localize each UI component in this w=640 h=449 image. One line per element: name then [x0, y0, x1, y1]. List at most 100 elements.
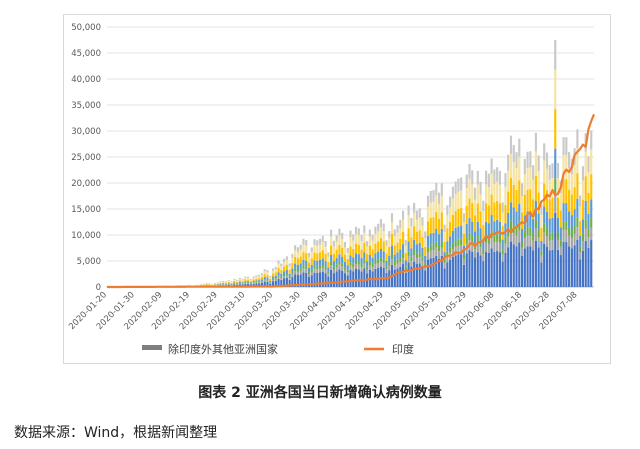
bar-segment	[316, 253, 319, 261]
bar-segment	[501, 254, 504, 262]
bar-segment	[357, 228, 360, 236]
bar-segment	[280, 273, 283, 277]
bar-segment	[435, 241, 438, 248]
bar	[299, 244, 302, 287]
bar	[471, 170, 474, 287]
bar	[280, 263, 283, 287]
bar-segment	[418, 230, 421, 243]
bar-segment	[507, 228, 510, 237]
bar-segment	[490, 158, 493, 174]
bar-segment	[496, 241, 499, 252]
bar-segment	[307, 262, 311, 268]
bar-segment	[335, 271, 338, 287]
bar-segment	[368, 254, 371, 262]
bar-segment	[509, 153, 513, 179]
bar-segment	[504, 186, 507, 205]
bar-segment	[418, 257, 421, 264]
bar-segment	[490, 194, 493, 216]
bar-segment	[440, 228, 443, 242]
bar-segment	[507, 191, 510, 213]
bar-segment	[509, 220, 513, 230]
bar-segment	[498, 242, 501, 253]
bar-segment	[426, 252, 430, 260]
bar-segment	[271, 278, 275, 280]
bar-segment	[490, 248, 493, 287]
bar	[321, 235, 324, 287]
bar-segment	[429, 233, 432, 245]
bar-segment	[222, 282, 225, 284]
bar-segment	[460, 225, 463, 239]
bar-segment	[374, 226, 377, 234]
bar-segment	[543, 183, 546, 207]
bar-segment	[540, 255, 543, 263]
bar-segment	[299, 256, 302, 264]
bar-segment	[540, 262, 543, 287]
bar	[473, 187, 477, 287]
bar-segment	[451, 214, 454, 231]
bar-segment	[255, 278, 258, 281]
bar-segment	[509, 202, 513, 221]
bar-segment	[219, 283, 222, 285]
bar-segment	[388, 270, 391, 287]
bar	[247, 276, 250, 287]
bar-segment	[529, 227, 532, 236]
bar-segment	[465, 253, 468, 287]
bar-segment	[404, 272, 407, 287]
bar-segment	[241, 279, 244, 282]
bar-segment	[208, 284, 211, 285]
bar-segment	[316, 269, 319, 273]
bar-segment	[485, 242, 488, 253]
bar-segment	[280, 278, 283, 280]
bar-segment	[233, 283, 236, 285]
bar-segment	[498, 170, 501, 185]
bar-segment	[252, 281, 255, 283]
bar-segment	[238, 283, 241, 284]
bar-segment	[485, 170, 488, 185]
bar-segment	[332, 269, 335, 274]
bar-segment	[515, 227, 518, 236]
bar-segment	[509, 241, 513, 287]
bar-segment	[318, 272, 322, 287]
bar	[313, 239, 316, 287]
bar-segment	[543, 232, 546, 244]
bar-segment	[393, 236, 396, 246]
bar-segment	[421, 256, 424, 261]
bar-segment	[451, 186, 454, 199]
bar-segment	[540, 227, 543, 241]
bar-segment	[504, 173, 507, 187]
bar-segment	[440, 212, 443, 229]
bar-segment	[518, 221, 521, 231]
bar-segment	[377, 259, 380, 263]
bar-segment	[520, 255, 524, 287]
bar-segment	[437, 234, 441, 246]
bar	[363, 225, 366, 287]
bar	[260, 273, 264, 287]
bar-segment	[465, 224, 468, 238]
bar-segment	[523, 194, 526, 216]
bar-segment	[324, 273, 327, 287]
bar-segment	[247, 282, 250, 284]
bar	[357, 228, 360, 287]
bar	[330, 229, 333, 287]
bar-segment	[460, 238, 463, 246]
bar-segment	[407, 255, 410, 263]
bar-segment	[523, 248, 526, 287]
bar-segment	[316, 266, 319, 270]
bar-segment	[471, 202, 474, 222]
bar-segment	[404, 239, 407, 246]
bar-segment	[404, 260, 407, 267]
bar-segment	[415, 253, 418, 258]
bar-segment	[462, 254, 466, 259]
bar	[352, 234, 355, 287]
bar-segment	[562, 137, 565, 156]
bar-segment	[321, 235, 324, 243]
bar-segment	[285, 256, 288, 261]
bar-segment	[222, 280, 225, 282]
bar-segment	[285, 269, 288, 274]
bar-segment	[224, 283, 228, 285]
bar-segment	[302, 259, 305, 266]
bar-segment	[515, 189, 518, 212]
bar	[509, 135, 513, 287]
bar-segment	[573, 234, 576, 246]
bar-segment	[399, 227, 402, 239]
